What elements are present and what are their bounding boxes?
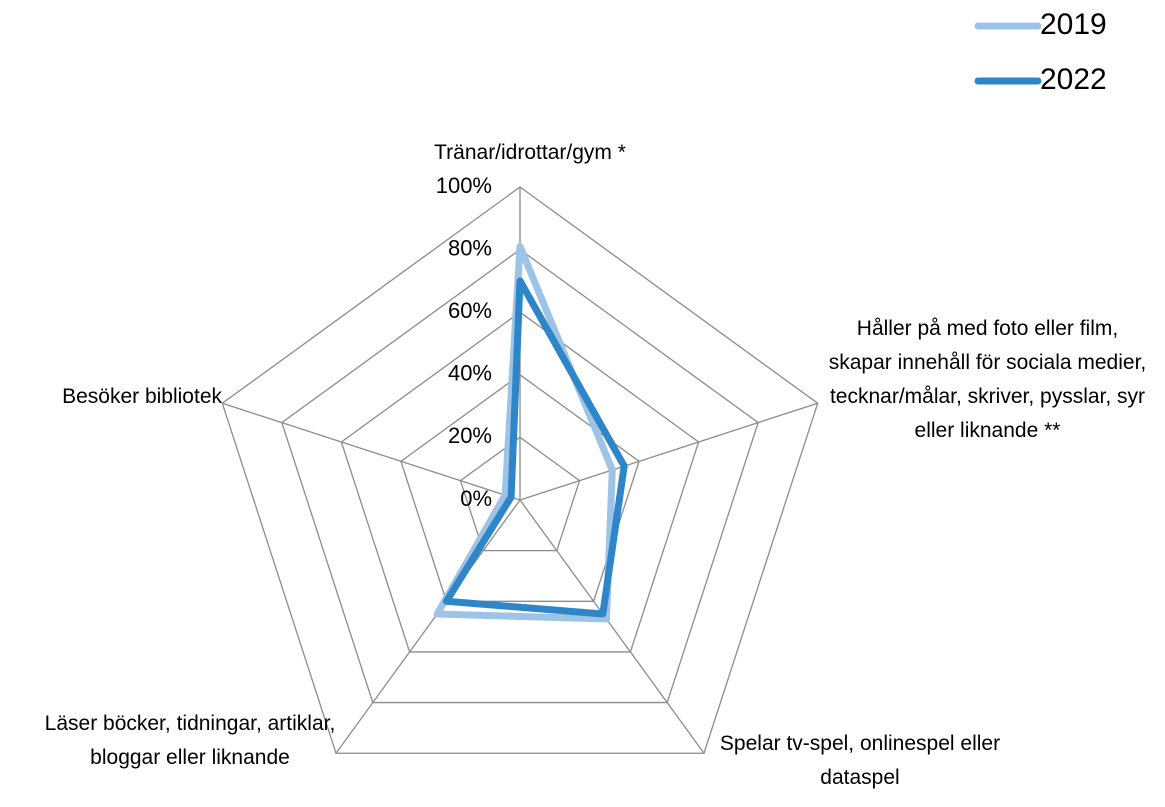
category-label: Läser böcker, tidningar, artiklar, blogg… <box>44 712 336 769</box>
grid-ring <box>459 436 581 552</box>
spoke <box>519 402 818 501</box>
spoke <box>222 402 521 501</box>
tick-label: 0% <box>460 486 492 511</box>
legend-label: 2022 <box>1040 63 1107 96</box>
grid-ring <box>281 248 759 704</box>
category-label: Besöker bibliotek <box>62 385 222 408</box>
spoke <box>335 499 521 754</box>
tick-label: 60% <box>448 298 492 323</box>
grid-ring <box>340 311 700 653</box>
series-line <box>433 242 616 623</box>
tick-label: 20% <box>448 423 492 448</box>
category-label: Tränar/idrottar/gym * <box>434 141 626 164</box>
series-line <box>442 277 628 618</box>
spoke <box>519 499 705 754</box>
category-label: Håller på med foto eller film, skapar in… <box>828 317 1147 442</box>
legend-label: 2019 <box>1040 8 1107 41</box>
tick-label: 100% <box>436 173 492 198</box>
tick-label: 40% <box>448 361 492 386</box>
category-label: Spelar tv-spel, onlinespel eller dataspe… <box>719 732 1001 789</box>
tick-label: 80% <box>448 235 492 260</box>
grid-ring <box>221 186 819 754</box>
grid-ring <box>400 373 640 602</box>
